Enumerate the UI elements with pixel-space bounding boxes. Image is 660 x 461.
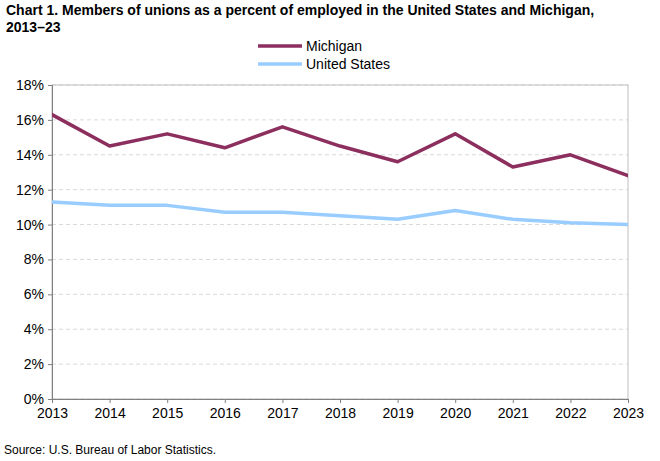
x-tick: 2016: [210, 399, 241, 421]
tick-mark: [48, 225, 52, 226]
tick-mark: [48, 190, 52, 191]
grid-line: [52, 294, 628, 295]
tick-mark: [48, 294, 52, 295]
y-axis: 0%2%4%6%8%10%12%14%16%18%: [16, 77, 53, 407]
tick-label: 2019: [383, 405, 414, 421]
tick-label: 2013: [37, 405, 68, 421]
chart: Chart 1. Members of unions as a percent …: [0, 0, 660, 461]
plot-area: [52, 115, 628, 225]
tick-label: 8%: [24, 251, 44, 267]
tick-mark: [167, 399, 168, 403]
grid-line: [52, 224, 628, 225]
axis-line: [48, 86, 53, 400]
tick-label: 2020: [440, 405, 471, 421]
title-line: Chart 1. Members of unions as a percent …: [6, 2, 594, 18]
tick-label: 2015: [152, 405, 183, 421]
y-tick: 10%: [16, 217, 52, 233]
tick-mark: [48, 85, 52, 86]
tick-mark: [48, 399, 52, 400]
tick-label: 2%: [24, 356, 44, 372]
tick-mark: [52, 399, 53, 403]
grid-line: [52, 154, 628, 155]
y-tick: 12%: [16, 182, 52, 198]
legend-label: United States: [306, 56, 390, 72]
tick-label: 4%: [24, 321, 44, 337]
plot-frame: [52, 85, 628, 399]
grid-line: [52, 119, 628, 120]
tick-label: 2014: [95, 405, 126, 421]
grid-line: [52, 189, 628, 190]
series-line: [52, 115, 628, 176]
tick-mark: [513, 399, 514, 403]
tick-label: 2018: [325, 405, 356, 421]
grid: [52, 85, 628, 399]
tick-label: 2016: [210, 405, 241, 421]
tick-mark: [455, 399, 456, 403]
y-tick: 14%: [16, 147, 52, 163]
tick-mark: [225, 399, 226, 403]
tick-label: 10%: [16, 217, 44, 233]
title-line: 2013–23: [6, 19, 61, 35]
series-line: [52, 202, 628, 225]
x-tick: 2017: [267, 399, 298, 421]
grid-line: [52, 259, 628, 260]
tick-label: 12%: [16, 182, 44, 198]
x-tick: 2013: [37, 399, 68, 421]
x-tick: 2014: [95, 399, 126, 421]
tick-mark: [48, 259, 52, 260]
tick-label: 2023: [613, 405, 644, 421]
tick-mark: [570, 399, 571, 403]
x-axis: 2013 2014 2015 2016 2017 2018 2019 2020 2021 2022…: [37, 399, 644, 421]
tick-label: 6%: [24, 286, 44, 302]
x-tick: 2019: [383, 399, 414, 421]
tick-mark: [628, 399, 629, 403]
legend: Michigan United States: [258, 38, 390, 72]
x-tick: 2020: [440, 399, 471, 421]
legend-swatch: [258, 44, 302, 48]
tick-label: 16%: [16, 112, 44, 128]
grid-line: [52, 364, 628, 365]
title: Chart 1. Members of unions as a percent …: [6, 2, 594, 35]
tick-mark: [48, 120, 52, 121]
x-tick: 2015: [152, 399, 183, 421]
y-tick: 16%: [16, 112, 52, 128]
tick-mark: [340, 399, 341, 403]
tick-mark: [48, 155, 52, 156]
tick-mark: [282, 399, 283, 403]
y-tick: 2%: [24, 356, 52, 372]
legend-swatch: [258, 62, 302, 66]
y-tick: 6%: [24, 286, 52, 302]
tick-label: 2017: [267, 405, 298, 421]
x-tick: 2018: [325, 399, 356, 421]
x-tick: 2021: [498, 399, 529, 421]
axis-line: [53, 400, 629, 404]
source: Source: U.S. Bureau of Labor Statistics.: [4, 443, 216, 457]
tick-label: 2021: [498, 405, 529, 421]
x-tick: 2022: [555, 399, 586, 421]
legend-label: Michigan: [306, 38, 362, 54]
tick-mark: [48, 329, 52, 330]
tick-label: 14%: [16, 147, 44, 163]
tick-mark: [110, 399, 111, 403]
tick-label: 18%: [16, 77, 44, 93]
tick-mark: [48, 364, 52, 365]
tick-label: 2022: [555, 405, 586, 421]
grid-line: [52, 329, 628, 330]
y-tick: 8%: [24, 251, 52, 267]
y-tick: 4%: [24, 321, 52, 337]
tick-mark: [398, 399, 399, 403]
y-tick: 18%: [16, 77, 52, 93]
x-tick: 2023: [613, 399, 644, 421]
